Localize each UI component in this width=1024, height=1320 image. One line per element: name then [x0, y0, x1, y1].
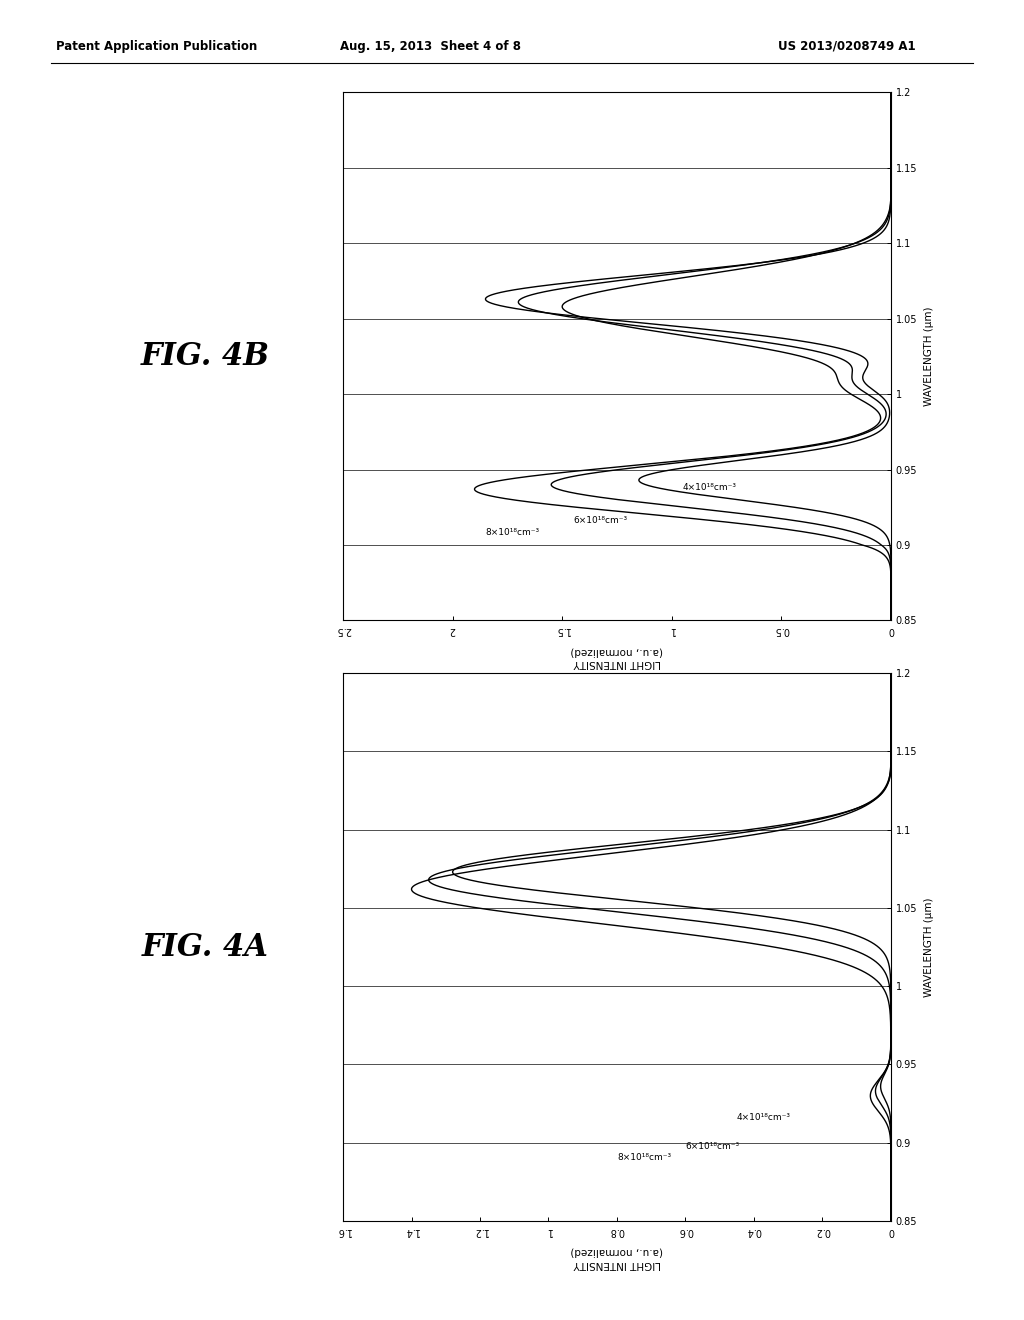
Text: Patent Application Publication: Patent Application Publication	[56, 40, 258, 53]
Y-axis label: WAVELENGTH (μm): WAVELENGTH (μm)	[925, 898, 934, 997]
Text: 8×10¹⁸cm⁻³: 8×10¹⁸cm⁻³	[616, 1152, 671, 1162]
Text: FIG. 4B: FIG. 4B	[140, 341, 269, 372]
Text: 6×10¹⁸cm⁻³: 6×10¹⁸cm⁻³	[685, 1142, 739, 1151]
Y-axis label: WAVELENGTH (μm): WAVELENGTH (μm)	[925, 306, 934, 407]
Text: 4×10¹⁸cm⁻³: 4×10¹⁸cm⁻³	[737, 1113, 791, 1122]
X-axis label: LIGHT INTENSITY
(a.u., normalized): LIGHT INTENSITY (a.u., normalized)	[570, 647, 664, 668]
Text: FIG. 4A: FIG. 4A	[141, 932, 268, 962]
Text: Aug. 15, 2013  Sheet 4 of 8: Aug. 15, 2013 Sheet 4 of 8	[340, 40, 520, 53]
Text: 4×10¹⁸cm⁻³: 4×10¹⁸cm⁻³	[683, 483, 736, 492]
Text: 8×10¹⁸cm⁻³: 8×10¹⁸cm⁻³	[485, 528, 540, 537]
X-axis label: LIGHT INTENSITY
(a.u., normalized): LIGHT INTENSITY (a.u., normalized)	[570, 1247, 664, 1269]
Text: 6×10¹⁸cm⁻³: 6×10¹⁸cm⁻³	[573, 516, 628, 525]
Text: US 2013/0208749 A1: US 2013/0208749 A1	[778, 40, 915, 53]
